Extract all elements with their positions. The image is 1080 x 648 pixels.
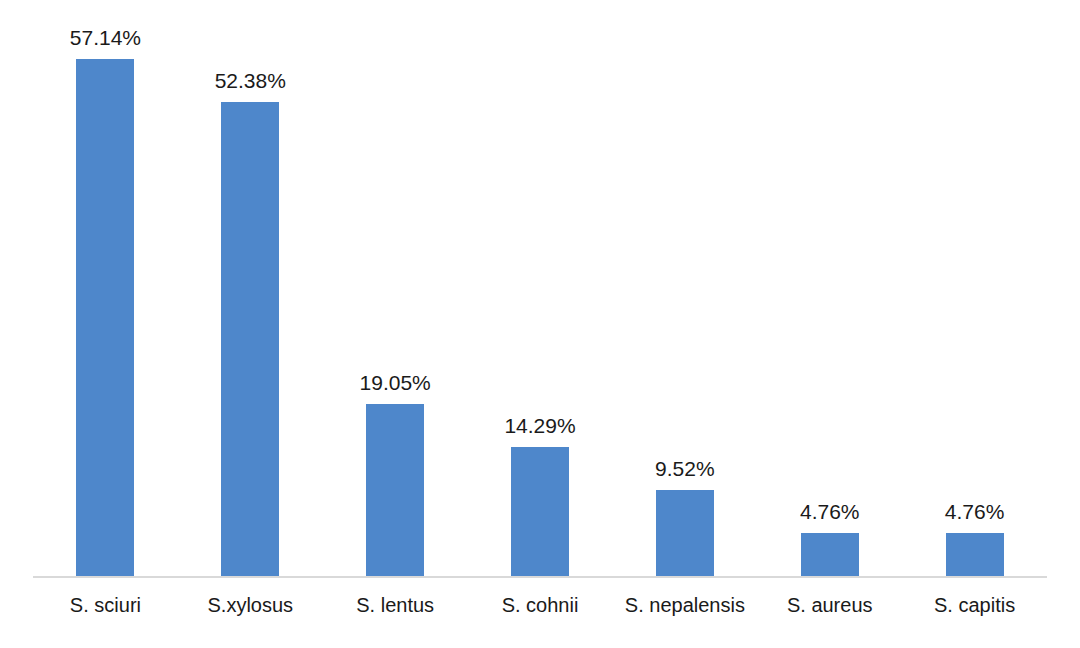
plot-area: 57.14% 52.38% 19.05% 14.29% 9.52% 4.76% 4.76% bbox=[33, 0, 1047, 576]
bar-value-label: 14.29% bbox=[504, 415, 575, 436]
bar-value-label: 19.05% bbox=[360, 372, 431, 393]
category-label: S. capitis bbox=[902, 592, 1047, 618]
bar bbox=[221, 102, 279, 576]
category-label: S. aureus bbox=[757, 592, 902, 618]
x-axis-line bbox=[33, 576, 1047, 578]
bar bbox=[76, 59, 134, 576]
bar-value-label: 4.76% bbox=[800, 501, 860, 522]
bar-value-label: 4.76% bbox=[945, 501, 1005, 522]
bar-column: 14.29% bbox=[468, 0, 613, 576]
bar bbox=[656, 490, 714, 576]
bar bbox=[366, 404, 424, 576]
category-axis: S. sciuriS.xylosusS. lentusS. cohniiS. n… bbox=[33, 592, 1047, 618]
bar-value-label: 9.52% bbox=[655, 458, 715, 479]
category-label: S.xylosus bbox=[178, 592, 323, 618]
bar-chart: 57.14%52.38%19.05%14.29%9.52%4.76%4.76% … bbox=[0, 0, 1080, 648]
bar bbox=[801, 533, 859, 576]
bar-value-label: 52.38% bbox=[215, 70, 286, 91]
category-label: S. lentus bbox=[323, 592, 468, 618]
category-label: S. cohnii bbox=[468, 592, 613, 618]
category-label: S. nepalensis bbox=[612, 592, 757, 618]
bar-value-label: 57.14% bbox=[70, 27, 141, 48]
bar-column: 57.14% bbox=[33, 0, 178, 576]
bar-column: 19.05% bbox=[323, 0, 468, 576]
bar bbox=[946, 533, 1004, 576]
bar-column: 4.76% bbox=[757, 0, 902, 576]
bar bbox=[511, 447, 569, 576]
bar-column: 4.76% bbox=[902, 0, 1047, 576]
bar-column: 9.52% bbox=[612, 0, 757, 576]
category-label: S. sciuri bbox=[33, 592, 178, 618]
bar-column: 52.38% bbox=[178, 0, 323, 576]
